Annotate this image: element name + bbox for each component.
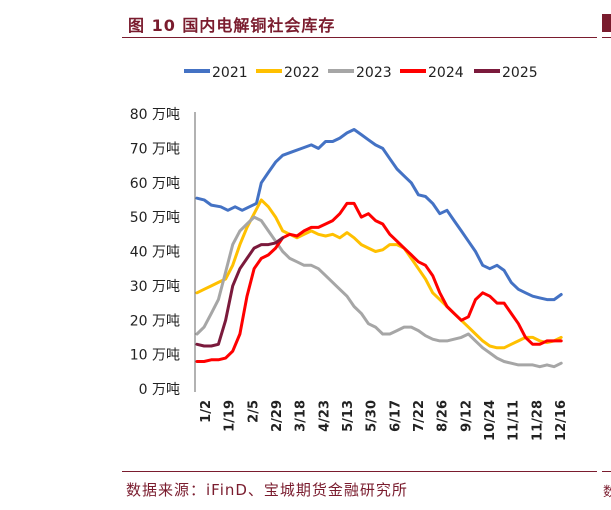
x-tick-label: 5/13	[341, 400, 356, 432]
y-tick-label: 40 万吨	[130, 245, 180, 261]
figure-title-bar: 图 10 国内电解铜社会库存	[122, 10, 611, 38]
y-axis: 0 万吨 10 万吨 20 万吨 30 万吨 40 万吨 50 万吨 60 万吨 70 万吨 8…	[130, 107, 196, 398]
y-tick-label: 80 万吨	[130, 107, 180, 123]
x-tick-label: 2/5	[246, 400, 261, 423]
legend-label-2021: 2021	[212, 65, 248, 81]
x-axis: 1/2 1/19 2/5 2/29 3/18 4/23 5/13 5/30 6/17 7/22 8/…	[199, 400, 569, 441]
x-tick-label: 10/24	[483, 400, 498, 441]
series-line-2021	[195, 128, 563, 302]
x-tick-label: 12/16	[554, 400, 569, 441]
adjacent-source-divider	[602, 471, 611, 472]
x-tick-label: 11/11	[507, 400, 522, 441]
x-tick-label: 8/26	[436, 400, 451, 432]
y-tick-label: 70 万吨	[130, 141, 180, 157]
adjacent-panel-divider	[602, 37, 611, 38]
y-tick-label: 0 万吨	[139, 382, 180, 398]
legend: 2021 2022 2023 2024 2025	[184, 65, 538, 81]
x-tick-label: 1/19	[223, 400, 238, 432]
legend-label-2023: 2023	[356, 65, 392, 81]
x-tick-label: 7/22	[412, 400, 427, 432]
adjacent-panel-edge	[602, 14, 611, 32]
adjacent-panel-fragment: 数	[603, 485, 611, 500]
series-line-2024	[195, 201, 563, 363]
x-tick-label: 11/28	[530, 400, 545, 441]
y-tick-label: 50 万吨	[130, 210, 180, 226]
title-divider	[122, 37, 597, 38]
legend-label-2022: 2022	[284, 65, 320, 81]
series-line-2023	[195, 215, 563, 369]
x-tick-label: 3/18	[294, 400, 309, 432]
legend-label-2025: 2025	[502, 65, 538, 81]
x-tick-label: 4/23	[317, 400, 332, 432]
y-tick-label: 10 万吨	[130, 348, 180, 364]
x-tick-label: 5/30	[365, 400, 380, 432]
source-divider	[122, 471, 597, 472]
y-tick-label: 30 万吨	[130, 279, 180, 295]
legend-label-2024: 2024	[428, 65, 464, 81]
figure-title: 图 10 国内电解铜社会库存	[128, 16, 336, 35]
x-tick-label: 6/17	[388, 400, 403, 432]
y-tick-label: 20 万吨	[130, 313, 180, 329]
y-tick-label: 60 万吨	[130, 176, 180, 192]
x-tick-label: 9/12	[459, 400, 474, 432]
series-line-2025	[195, 236, 285, 348]
series-line-2022	[195, 198, 563, 350]
x-tick-label: 1/2	[199, 400, 214, 423]
series-lines	[195, 128, 563, 369]
x-tick-label: 2/29	[270, 400, 285, 432]
source-note: 数据来源：iFinD、宝城期货金融研究所	[126, 481, 408, 499]
